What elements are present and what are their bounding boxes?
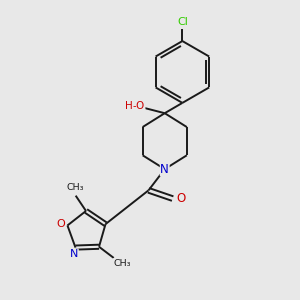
Text: O: O bbox=[57, 219, 65, 229]
Text: CH₃: CH₃ bbox=[113, 259, 131, 268]
Text: CH₃: CH₃ bbox=[67, 183, 84, 192]
Text: N: N bbox=[160, 163, 169, 176]
Text: N: N bbox=[70, 249, 78, 259]
Text: O: O bbox=[176, 192, 185, 205]
Text: H: H bbox=[125, 101, 133, 111]
Text: -O: -O bbox=[133, 101, 145, 111]
Text: Cl: Cl bbox=[177, 17, 188, 27]
